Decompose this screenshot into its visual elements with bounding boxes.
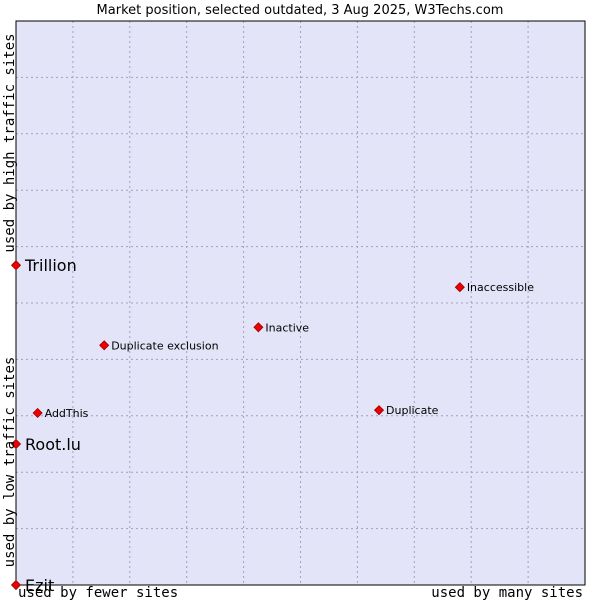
y-axis-label-bottom: used by low traffic sites: [2, 357, 18, 568]
plot-border: [15, 20, 586, 586]
marker-trillion: [10, 260, 22, 271]
marker-addthis: [32, 407, 43, 419]
label-root-lu: Root.lu: [25, 435, 81, 454]
data-points: Trillion Root.lu Ezit AddThis Duplicate excl…: [10, 256, 534, 595]
grid: [16, 21, 585, 585]
label-duplicate: Duplicate: [386, 404, 439, 417]
data-point-trillion: Trillion: [10, 256, 77, 275]
data-point-inaccessible: Inaccessible: [454, 281, 534, 294]
chart-title: Market position, selected outdated, 3 Au…: [97, 3, 504, 18]
marker-duplicate: [373, 405, 385, 416]
label-ezit: Ezit: [25, 576, 54, 595]
label-inactive: Inactive: [265, 321, 309, 334]
marker-root-lu: [10, 438, 22, 450]
marker-inaccessible: [454, 282, 465, 293]
label-addthis: AddThis: [45, 407, 89, 420]
data-point-duplicate: Duplicate: [373, 404, 439, 417]
marker-inactive: [253, 322, 264, 333]
label-duplicate-exclusion: Duplicate exclusion: [111, 339, 218, 352]
data-point-ezit: Ezit: [10, 576, 54, 595]
x-axis-label-left: used by fewer sites: [18, 585, 178, 600]
data-point-addthis: AddThis: [32, 407, 89, 420]
x-axis-label-right: used by many sites: [431, 585, 583, 600]
marker-duplicate-exclusion: [99, 340, 110, 351]
data-point-duplicate-exclusion: Duplicate exclusion: [99, 339, 219, 352]
y-axis-label-top: used by high traffic sites: [2, 33, 18, 252]
label-trillion: Trillion: [24, 256, 77, 275]
data-point-inactive: Inactive: [253, 321, 309, 334]
marker-ezit: [10, 579, 22, 591]
data-point-root-lu: Root.lu: [10, 435, 81, 454]
label-inaccessible: Inaccessible: [467, 281, 534, 294]
